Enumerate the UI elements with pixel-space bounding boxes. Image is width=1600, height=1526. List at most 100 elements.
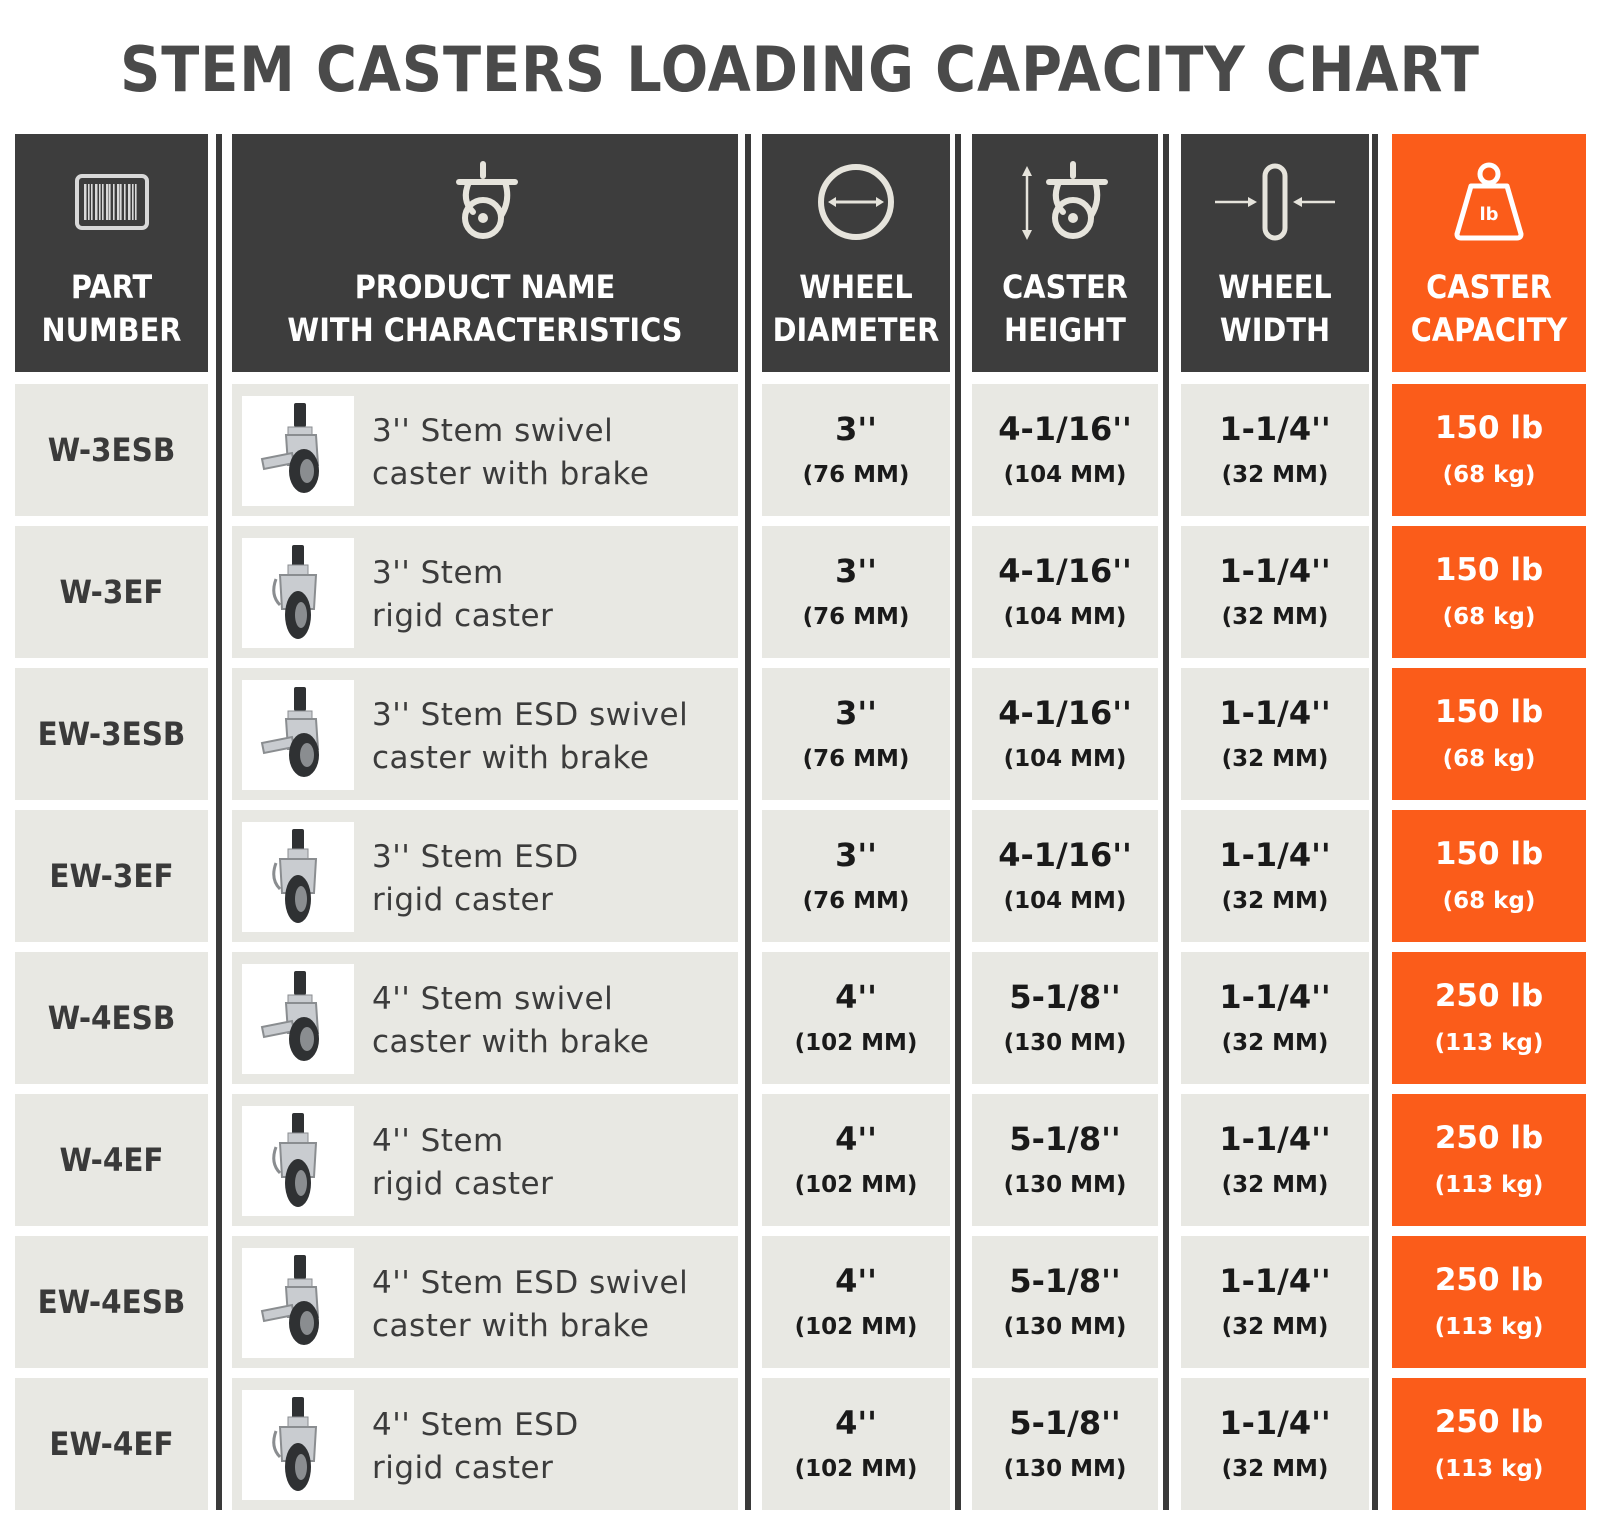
- column-separator: [216, 134, 222, 1510]
- wheel-diameter-value: 4'': [835, 1262, 877, 1300]
- capacity-metric: (113 kg): [1434, 1172, 1544, 1198]
- wheel-width-metric: (32 MM): [1221, 1030, 1329, 1056]
- capacity-value: 150 lb: [1434, 836, 1544, 872]
- wheel-width-metric: (32 MM): [1221, 1314, 1329, 1340]
- product-name: 4'' Stem ESD rigid caster: [372, 1407, 579, 1486]
- caster-height-metric: (104 MM): [1003, 462, 1127, 488]
- header-icon-wrap: [762, 162, 950, 246]
- capacity-value: 250 lb: [1434, 1120, 1544, 1156]
- capacity-metric: (68 kg): [1442, 888, 1536, 914]
- wheel-diameter-metric: (102 MM): [794, 1456, 918, 1482]
- capacity-value: 250 lb: [1434, 978, 1544, 1014]
- wheel-width-value: 1-1/4'': [1219, 1120, 1331, 1158]
- wheel-diameter-value: 4'': [835, 978, 877, 1016]
- wheel-width-metric: (32 MM): [1221, 1172, 1329, 1198]
- header-label: PART NUMBER: [41, 268, 182, 349]
- table-cell-capacity: 150 lb (68 kg): [1392, 810, 1586, 942]
- header-label: WHEEL WIDTH: [1218, 268, 1332, 349]
- table-cell-part: W-3ESB: [15, 384, 208, 516]
- table-cell-part: EW-4ESB: [15, 1236, 208, 1368]
- caster-height-metric: (104 MM): [1003, 888, 1127, 914]
- weight-lb-icon: lb: [1449, 160, 1529, 248]
- table-cell-wheel-width: 1-1/4'' (32 MM): [1181, 810, 1369, 942]
- table-cell-capacity: 250 lb (113 kg): [1392, 1378, 1586, 1510]
- product-name: 4'' Stem swivel caster with brake: [372, 981, 650, 1060]
- wheel-width-metric: (32 MM): [1221, 1456, 1329, 1482]
- wheel-width-value: 1-1/4'': [1219, 1262, 1331, 1300]
- table-cell-capacity: 150 lb (68 kg): [1392, 668, 1586, 800]
- product-thumbnail: [242, 1106, 354, 1216]
- caster-height-value: 4-1/16'': [998, 552, 1132, 590]
- wheel-diameter-value: 4'': [835, 1404, 877, 1442]
- table-cell-product: 4'' Stem ESD swivel caster with brake: [232, 1236, 738, 1368]
- header-label: PRODUCT NAME WITH CHARACTERISTICS: [287, 268, 683, 349]
- wheel-diameter-metric: (102 MM): [794, 1030, 918, 1056]
- part-number: W-3ESB: [47, 431, 176, 469]
- table-cell-caster-height: 4-1/16'' (104 MM): [972, 810, 1158, 942]
- swivel-brake-caster-image: [248, 965, 348, 1073]
- column-separator: [745, 134, 751, 1510]
- barcode-icon: [74, 170, 150, 238]
- wheel-width-value: 1-1/4'': [1219, 410, 1331, 448]
- header-cell: WHEEL DIAMETER: [762, 134, 950, 372]
- header-label: WHEEL DIAMETER: [772, 268, 940, 349]
- wheel-width-icon: [1211, 160, 1339, 248]
- capacity-value: 250 lb: [1434, 1404, 1544, 1440]
- table-cell-capacity: 150 lb (68 kg): [1392, 526, 1586, 658]
- header-icon-wrap: [1181, 162, 1369, 246]
- header-icon-wrap: lb: [1392, 162, 1586, 246]
- wheel-diameter-value: 3'': [835, 836, 877, 874]
- wheel-diameter-metric: (76 MM): [802, 888, 910, 914]
- table-cell-wheel-width: 1-1/4'' (32 MM): [1181, 1378, 1369, 1510]
- capacity-metric: (113 kg): [1434, 1314, 1544, 1340]
- wheel-width-value: 1-1/4'': [1219, 978, 1331, 1016]
- table-cell-part: EW-4EF: [15, 1378, 208, 1510]
- table-cell-part: W-3EF: [15, 526, 208, 658]
- table-cell-wheel-width: 1-1/4'' (32 MM): [1181, 1236, 1369, 1368]
- table-cell-capacity: 250 lb (113 kg): [1392, 1094, 1586, 1226]
- product-name: 3'' Stem ESD swivel caster with brake: [372, 697, 689, 776]
- product-thumbnail: [242, 964, 354, 1074]
- product-name: 4'' Stem ESD swivel caster with brake: [372, 1265, 689, 1344]
- table-cell-product: 4'' Stem rigid caster: [232, 1094, 738, 1226]
- capacity-metric: (68 kg): [1442, 462, 1536, 488]
- table-cell-wheel-width: 1-1/4'' (32 MM): [1181, 952, 1369, 1084]
- wheel-width-value: 1-1/4'': [1219, 1404, 1331, 1442]
- caster-height-metric: (130 MM): [1003, 1172, 1127, 1198]
- caster-height-value: 4-1/16'': [998, 694, 1132, 732]
- caster-height-metric: (130 MM): [1003, 1314, 1127, 1340]
- caster-height-metric: (130 MM): [1003, 1030, 1127, 1056]
- table-cell-capacity: 150 lb (68 kg): [1392, 384, 1586, 516]
- wheel-width-metric: (32 MM): [1221, 462, 1329, 488]
- wheel-diameter-metric: (102 MM): [794, 1172, 918, 1198]
- capacity-value: 150 lb: [1434, 552, 1544, 588]
- table-cell-product: 3'' Stem swivel caster with brake: [232, 384, 738, 516]
- table-cell-caster-height: 4-1/16'' (104 MM): [972, 384, 1158, 516]
- wheel-diameter-value: 3'': [835, 552, 877, 590]
- table-cell-wheel-diameter: 3'' (76 MM): [762, 810, 950, 942]
- part-number: W-4ESB: [47, 999, 176, 1037]
- wheel-diameter-value: 4'': [835, 1120, 877, 1158]
- capacity-value: 150 lb: [1434, 694, 1544, 730]
- table-cell-part: W-4ESB: [15, 952, 208, 1084]
- caster-height-icon: [1015, 160, 1115, 248]
- caster-height-metric: (130 MM): [1003, 1456, 1127, 1482]
- table-cell-wheel-diameter: 3'' (76 MM): [762, 526, 950, 658]
- swivel-brake-caster-image: [248, 1249, 348, 1357]
- part-number: W-3EF: [59, 573, 164, 611]
- rigid-caster-image: [248, 539, 348, 647]
- page-title: STEM CASTERS LOADING CAPACITY CHART: [120, 33, 1480, 106]
- capacity-value: 250 lb: [1434, 1262, 1544, 1298]
- caster-height-metric: (104 MM): [1003, 746, 1127, 772]
- rigid-caster-image: [248, 823, 348, 931]
- part-number: EW-4EF: [49, 1425, 174, 1463]
- wheel-diameter-metric: (76 MM): [802, 462, 910, 488]
- table-cell-wheel-diameter: 4'' (102 MM): [762, 952, 950, 1084]
- wheel-diameter-metric: (76 MM): [802, 604, 910, 630]
- product-name: 3'' Stem rigid caster: [372, 555, 554, 634]
- capacity-metric: (68 kg): [1442, 604, 1536, 630]
- table-cell-capacity: 250 lb (113 kg): [1392, 1236, 1586, 1368]
- capacity-metric: (113 kg): [1434, 1456, 1544, 1482]
- table-cell-product: 3'' Stem rigid caster: [232, 526, 738, 658]
- table-cell-caster-height: 5-1/8'' (130 MM): [972, 1236, 1158, 1368]
